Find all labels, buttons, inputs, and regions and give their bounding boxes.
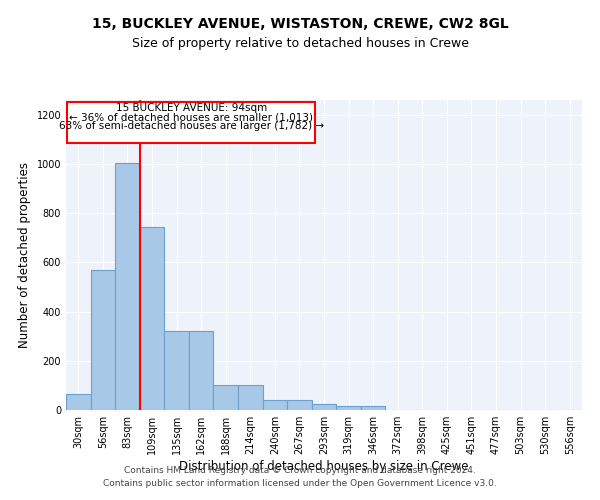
- Text: ← 36% of detached houses are smaller (1,013): ← 36% of detached houses are smaller (1,…: [70, 112, 313, 122]
- Text: 15, BUCKLEY AVENUE, WISTASTON, CREWE, CW2 8GL: 15, BUCKLEY AVENUE, WISTASTON, CREWE, CW…: [92, 18, 508, 32]
- Bar: [91, 270, 115, 410]
- Text: 63% of semi-detached houses are larger (1,782) →: 63% of semi-detached houses are larger (…: [59, 122, 324, 132]
- Bar: [67, 102, 316, 143]
- Bar: [140, 226, 164, 410]
- Bar: [66, 394, 91, 410]
- X-axis label: Distribution of detached houses by size in Crewe: Distribution of detached houses by size …: [179, 460, 469, 473]
- Bar: [312, 404, 336, 410]
- Bar: [214, 386, 238, 410]
- Bar: [287, 400, 312, 410]
- Bar: [361, 406, 385, 410]
- Text: 15 BUCKLEY AVENUE: 94sqm: 15 BUCKLEY AVENUE: 94sqm: [116, 103, 267, 113]
- Bar: [115, 162, 140, 410]
- Bar: [263, 400, 287, 410]
- Text: Contains HM Land Registry data © Crown copyright and database right 2024.
Contai: Contains HM Land Registry data © Crown c…: [103, 466, 497, 487]
- Bar: [238, 386, 263, 410]
- Bar: [164, 332, 189, 410]
- Text: Size of property relative to detached houses in Crewe: Size of property relative to detached ho…: [131, 38, 469, 51]
- Bar: [189, 332, 214, 410]
- Y-axis label: Number of detached properties: Number of detached properties: [18, 162, 31, 348]
- Bar: [336, 406, 361, 410]
